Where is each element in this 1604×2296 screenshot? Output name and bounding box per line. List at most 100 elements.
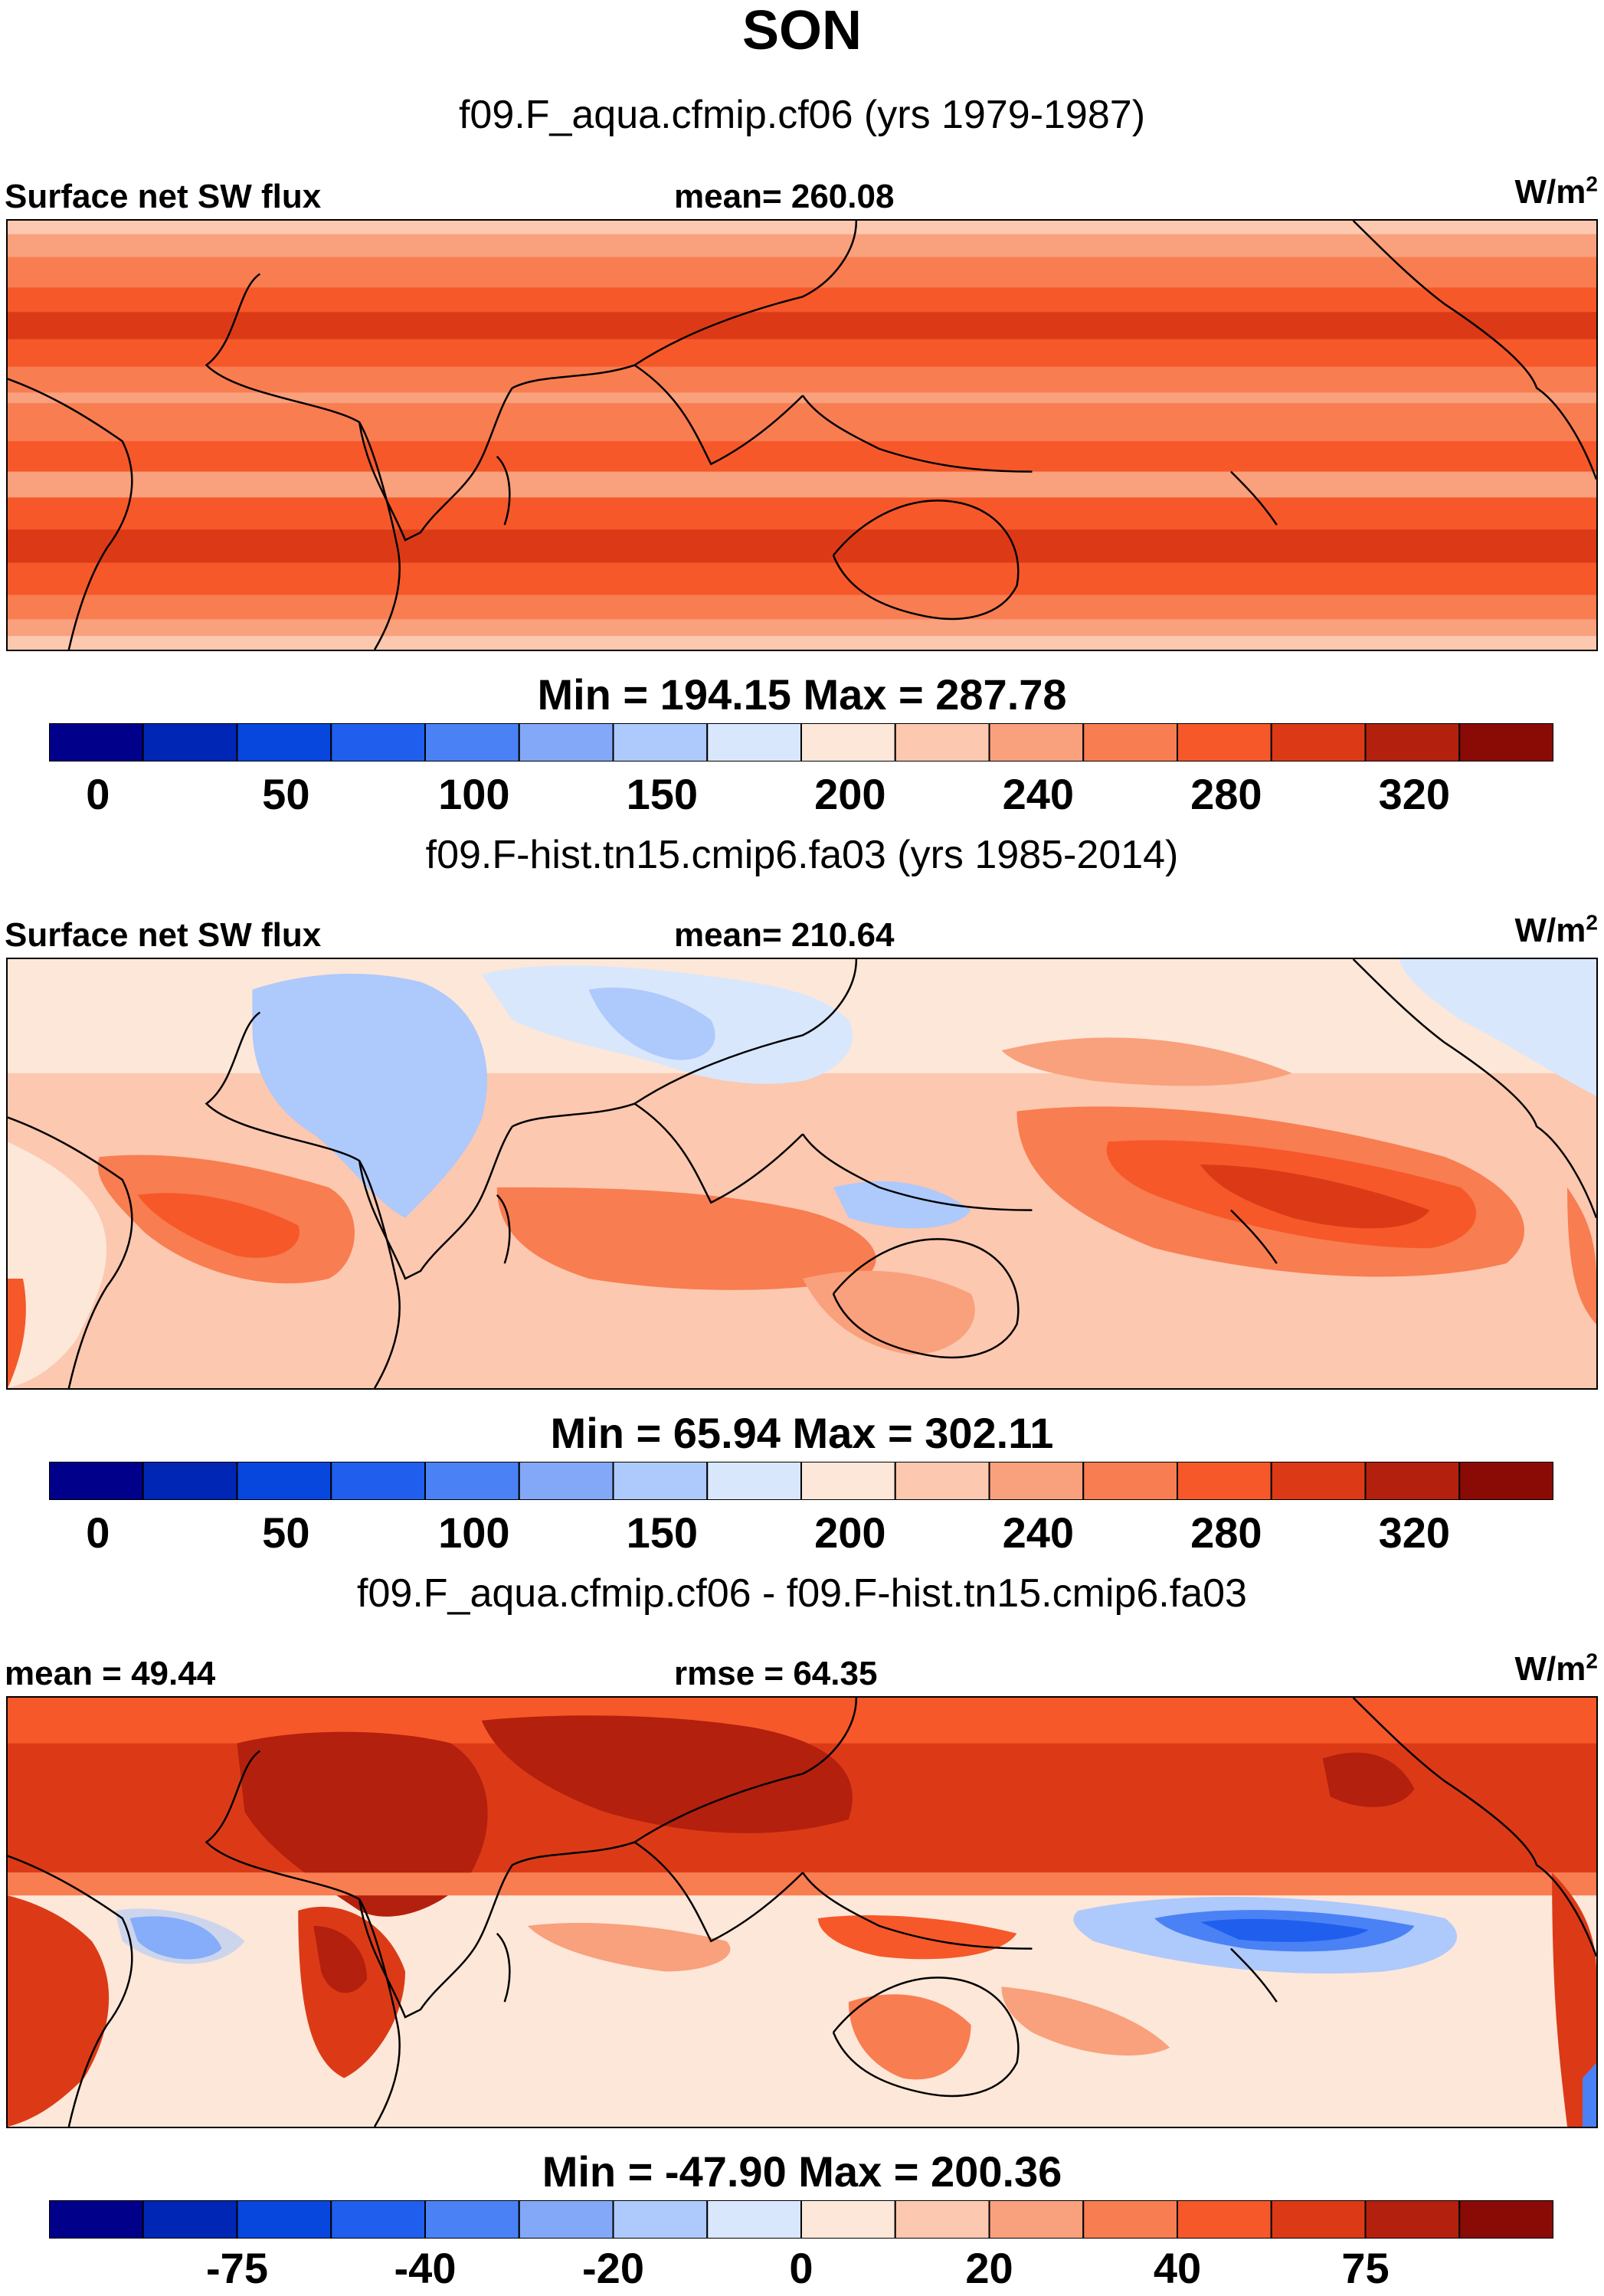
- panel1-band: [8, 234, 1596, 257]
- colorbar-swatch: [706, 2200, 802, 2239]
- colorbar-swatch: [612, 723, 709, 762]
- panel1-tick: 100: [438, 770, 510, 818]
- panel3-map-svg: [8, 1698, 1596, 2127]
- colorbar-swatch: [1270, 2200, 1367, 2239]
- panel2-region: [1001, 1037, 1292, 1086]
- panel3-coastlines: [8, 1698, 1596, 2127]
- colorbar-swatch: [518, 2200, 614, 2239]
- colorbar-swatch: [49, 723, 144, 762]
- colorbar-swatch: [1270, 1462, 1367, 1500]
- colorbar-swatch: [1458, 2200, 1553, 2239]
- panel3-region: [8, 1698, 1596, 1744]
- colorbar-swatch: [1458, 723, 1553, 762]
- panel2-tick: 320: [1378, 1508, 1451, 1557]
- panel3-tick: 75: [1341, 2244, 1390, 2292]
- colorbar-swatch: [988, 2200, 1085, 2239]
- colorbar-swatch: [424, 723, 520, 762]
- panel2-region: [8, 1141, 107, 1388]
- colorbar-swatch: [894, 723, 990, 762]
- colorbar-swatch: [706, 723, 802, 762]
- panel1-band: [8, 619, 1596, 637]
- panel1-band: [8, 312, 1596, 339]
- panel3-tick: -20: [582, 2244, 644, 2292]
- panel1-band: [8, 529, 1596, 563]
- figure-title: SON: [741, 0, 863, 61]
- panel1-band: [8, 497, 1596, 530]
- panel2-tick: 240: [1002, 1508, 1075, 1557]
- panel1-minmax: Min = 194.15 Max = 287.78: [537, 670, 1067, 719]
- panel2-units: W/m2: [1514, 910, 1598, 949]
- panel2-region: [802, 1270, 975, 1355]
- colorbar-swatch: [330, 723, 426, 762]
- panel3-rmse-label: rmse = 64.35: [674, 1655, 878, 1692]
- panel1-tick: 0: [86, 770, 110, 818]
- panel1-band: [8, 339, 1596, 367]
- panel2-tick: 0: [86, 1508, 110, 1557]
- colorbar-swatch: [1082, 723, 1178, 762]
- colorbar-swatch: [142, 1462, 238, 1500]
- colorbar-swatch: [894, 2200, 990, 2239]
- panel1-field-label: Surface net SW flux: [5, 178, 322, 215]
- colorbar-swatch: [1364, 1462, 1461, 1500]
- panel1-band: [8, 562, 1596, 595]
- panel2-map: [6, 958, 1598, 1390]
- colorbar-swatch: [1364, 723, 1461, 762]
- panel1-band: [8, 594, 1596, 620]
- panel3-region: [481, 1715, 853, 1833]
- panel3-colorbar-ticks: -75 -40 -20 0 20 40 75: [49, 2243, 1553, 2294]
- panel1-coastlines: [8, 221, 1596, 650]
- colorbar-swatch: [988, 1462, 1085, 1500]
- panel2-field-label: Surface net SW flux: [5, 916, 322, 954]
- panel3-region: [8, 1872, 1596, 1896]
- panel1-band: [8, 392, 1596, 404]
- colorbar-swatch: [706, 1462, 802, 1500]
- panel1-band: [8, 287, 1596, 313]
- panel1-band: [8, 366, 1596, 393]
- panel1-tick: 280: [1190, 770, 1262, 818]
- panel2-tick: 280: [1190, 1508, 1262, 1557]
- panel3-case-title: f09.F_aqua.cfmip.cf06 - f09.F-hist.tn15.…: [357, 1571, 1247, 1616]
- panel1-colorbar: [49, 723, 1553, 762]
- panel2-minmax: Min = 65.94 Max = 302.11: [550, 1409, 1054, 1457]
- panel1-map-svg: [8, 221, 1596, 650]
- panel3-region: [8, 1895, 110, 2127]
- colorbar-swatch: [1177, 723, 1272, 762]
- panel2-coastlines: [8, 959, 1596, 1388]
- panel1-tick: 200: [814, 770, 886, 818]
- colorbar-swatch: [142, 2200, 238, 2239]
- panel2-region: [1399, 959, 1596, 1096]
- panel2-colorbar-svg: [49, 1462, 1553, 1500]
- colorbar-swatch: [236, 723, 332, 762]
- colorbar-swatch: [1270, 723, 1367, 762]
- colorbar-swatch: [1082, 1462, 1178, 1500]
- colorbar-swatch: [518, 723, 614, 762]
- panel1-colorbar-ticks: 0 50 100 150 200 240 280 320: [49, 769, 1553, 820]
- panel3-region: [527, 1922, 731, 1972]
- colorbar-swatch: [800, 1462, 896, 1500]
- panel3-region: [114, 1908, 245, 1964]
- panel2-tick: 150: [626, 1508, 699, 1557]
- panel1-case-title: f09.F_aqua.cfmip.cf06 (yrs 1979-1987): [458, 93, 1146, 137]
- panel2-mean-label: mean= 210.64: [674, 916, 895, 954]
- panel1-tick: 240: [1002, 770, 1075, 818]
- panel3-region: [237, 1731, 488, 1917]
- colorbar-swatch: [1177, 2200, 1272, 2239]
- colorbar-swatch: [988, 723, 1085, 762]
- panel3-region: [1552, 1872, 1596, 2127]
- panel3-mean-label: mean = 49.44: [5, 1655, 216, 1692]
- panel2-region: [496, 1187, 876, 1290]
- panel3-region: [848, 1994, 971, 2080]
- panel2-tick: 200: [814, 1508, 886, 1557]
- panel1-band: [8, 471, 1596, 498]
- panel2-region: [8, 1279, 26, 1388]
- panel2-colorbar: [49, 1462, 1553, 1500]
- panel3-region: [1200, 1918, 1369, 1942]
- panel3-minmax: Min = -47.90 Max = 200.36: [542, 2147, 1062, 2196]
- colorbar-swatch: [1458, 1462, 1553, 1500]
- panel2-case-title: f09.F-hist.tn15.cmip6.fa03 (yrs 1985-201…: [425, 833, 1179, 877]
- panel1-band: [8, 441, 1596, 472]
- colorbar-swatch: [1082, 2200, 1178, 2239]
- panel3-region: [1001, 1986, 1170, 2056]
- panel2-map-svg: [8, 959, 1596, 1388]
- colorbar-swatch: [800, 723, 896, 762]
